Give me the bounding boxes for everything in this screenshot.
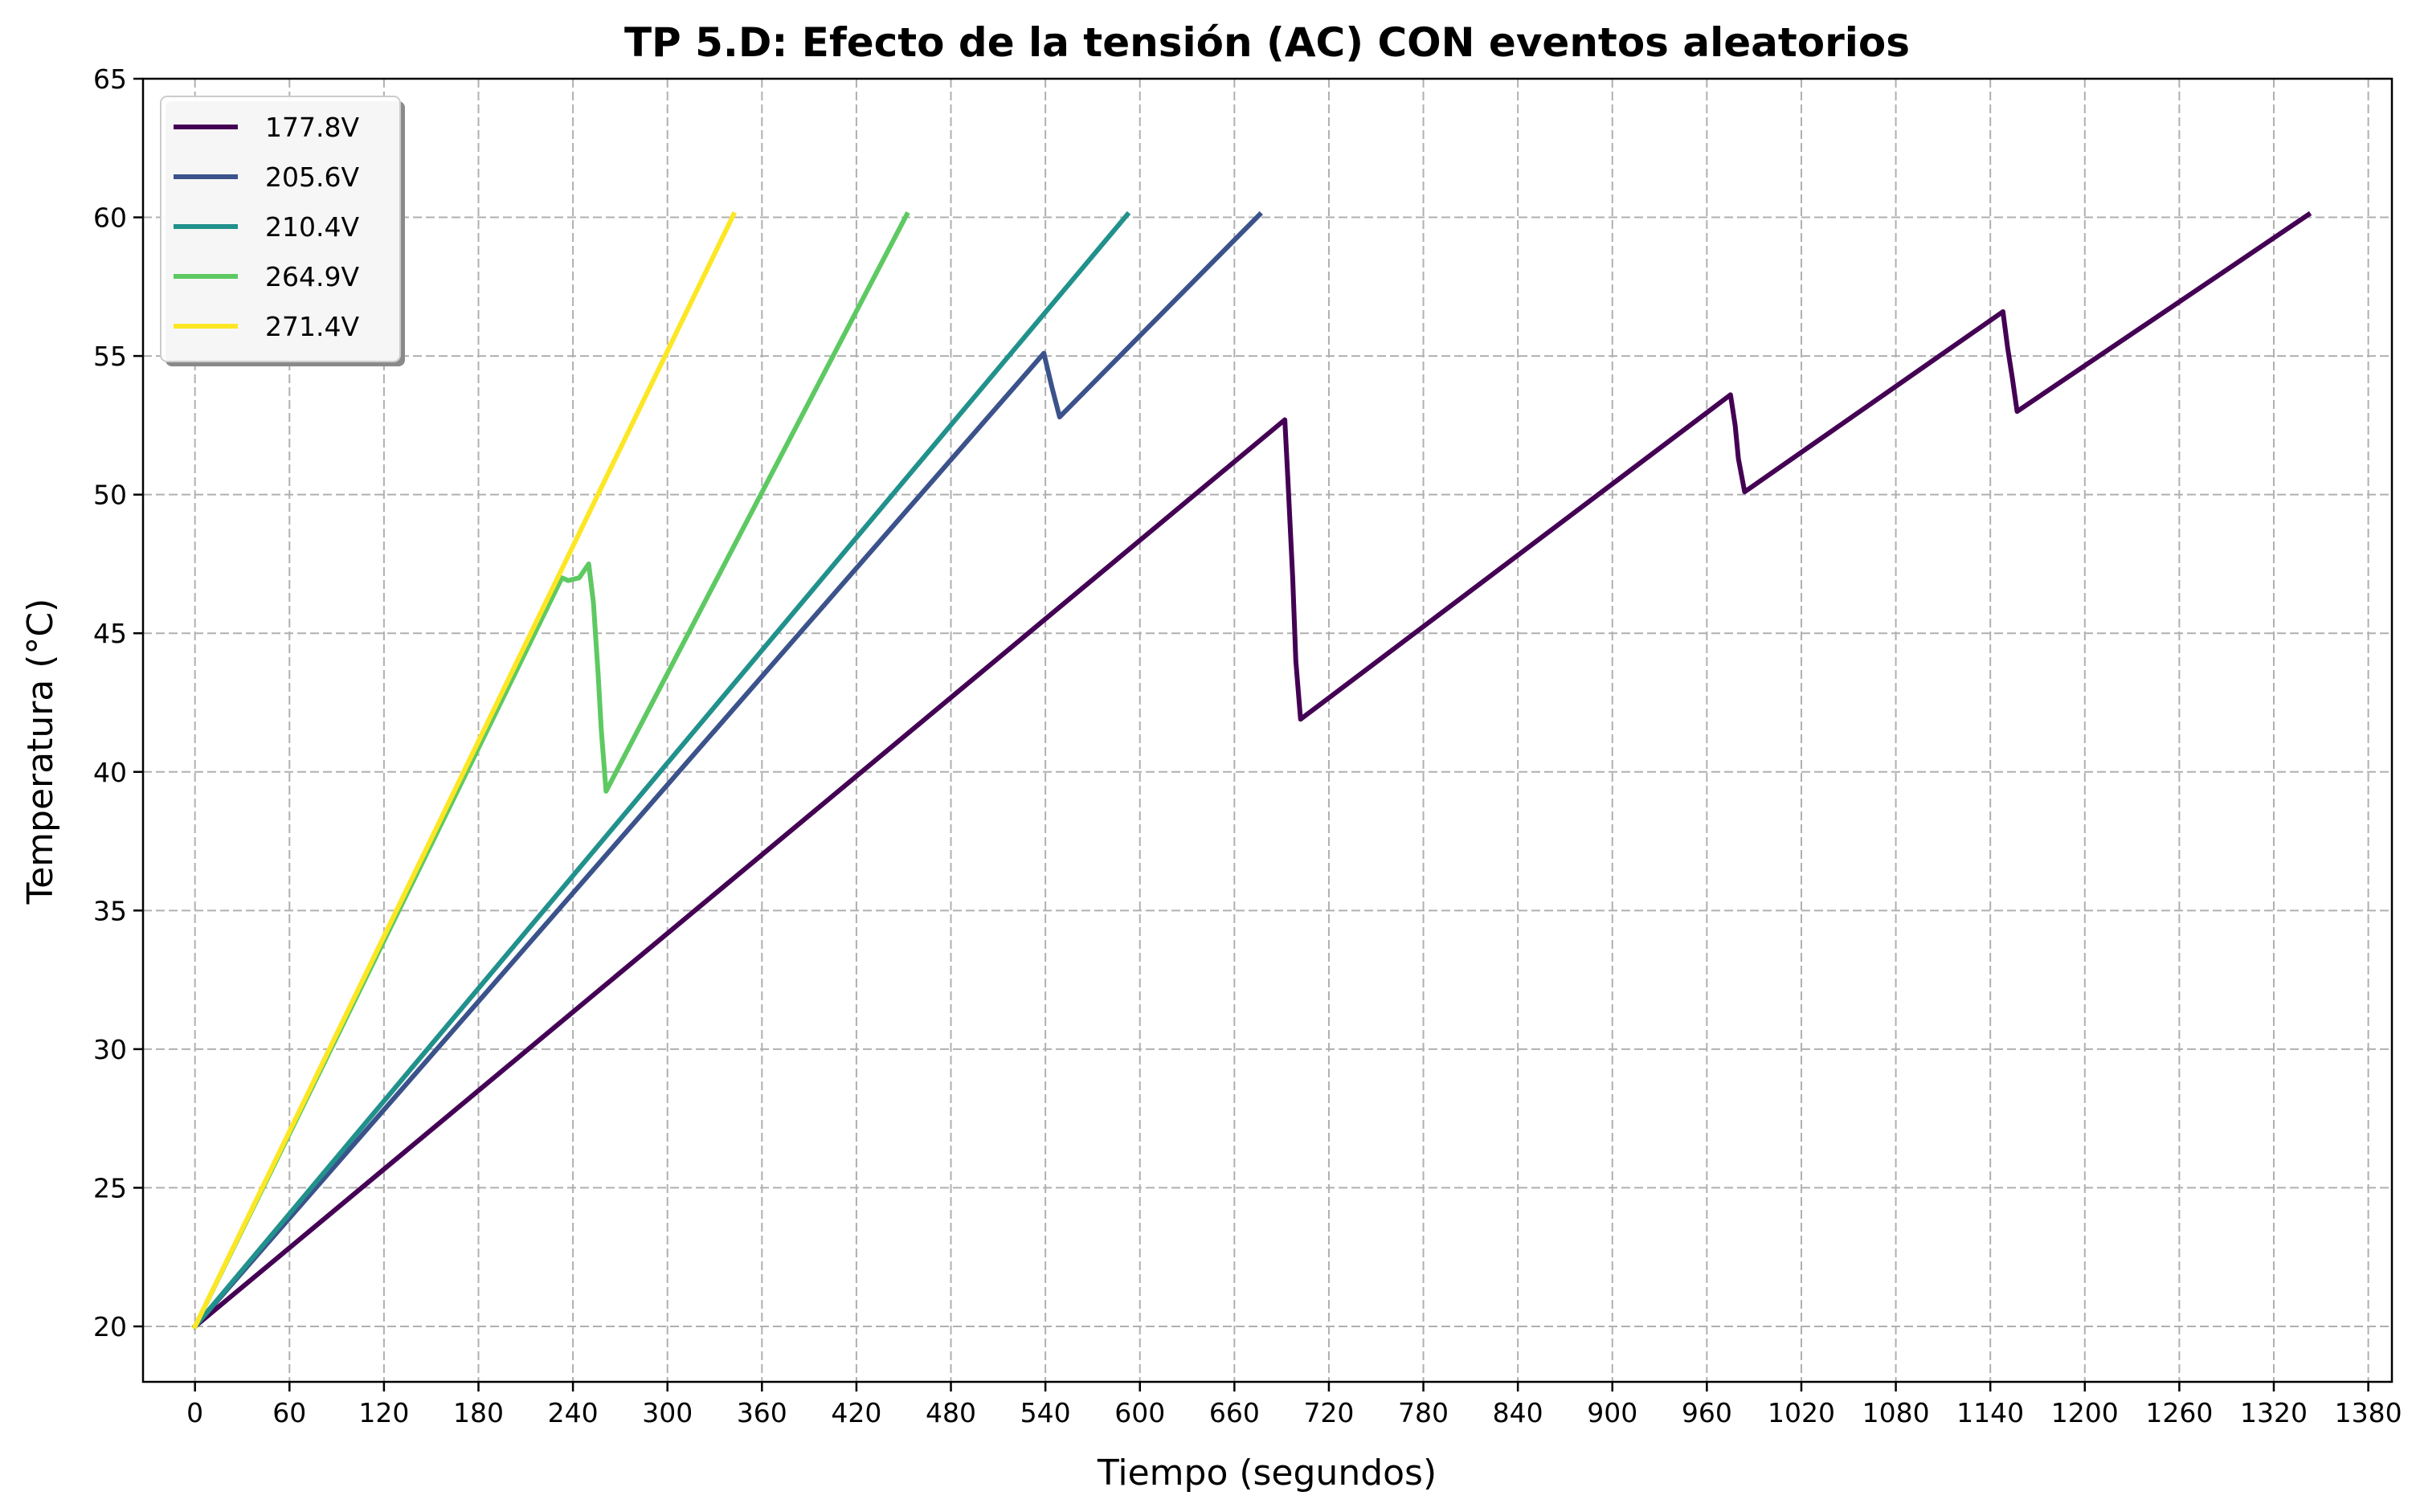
- legend-label: 205.6V: [265, 161, 359, 193]
- y-tick-label: 25: [93, 1172, 127, 1203]
- x-tick-label: 900: [1587, 1397, 1637, 1428]
- series-line-205.6V: [191, 210, 1263, 1330]
- series-line-264.9V: [191, 211, 910, 1330]
- y-tick-label: 55: [93, 341, 127, 372]
- x-tick-label: 1200: [2051, 1397, 2119, 1428]
- legend-label: 177.8V: [265, 112, 359, 143]
- legend-label: 264.9V: [265, 261, 359, 292]
- y-tick-label: 20: [93, 1311, 127, 1342]
- x-tick-label: 720: [1303, 1397, 1354, 1428]
- y-tick-label: 30: [93, 1034, 127, 1065]
- x-tick-label: 1080: [1862, 1397, 1930, 1428]
- y-axis-title: Temperatura (°C): [20, 599, 61, 905]
- x-tick-label: 240: [548, 1397, 599, 1428]
- x-axis-ticks: 0 60 120 180 240 300 360 420 480 540 600 660 720 780 8…: [186, 1382, 2402, 1428]
- y-tick-label: 65: [93, 63, 127, 95]
- x-tick-label: 420: [831, 1397, 881, 1428]
- x-tick-label: 0: [186, 1397, 203, 1428]
- x-tick-label: 540: [1020, 1397, 1071, 1428]
- x-tick-label: 1320: [2240, 1397, 2308, 1428]
- y-tick-label: 45: [93, 618, 127, 649]
- grid: [143, 78, 2392, 1382]
- series-line-210.4V: [191, 210, 1131, 1330]
- x-tick-label: 1020: [1768, 1397, 1835, 1428]
- x-tick-label: 120: [358, 1397, 409, 1428]
- x-tick-label: 840: [1493, 1397, 1543, 1428]
- series-line-177.8V: [191, 210, 2312, 1330]
- legend-label: 271.4V: [265, 311, 359, 342]
- legend: 177.8V 205.6V 210.4V 264.9V 271.4V: [160, 96, 405, 366]
- x-tick-label: 1140: [1956, 1397, 2024, 1428]
- y-tick-label: 60: [93, 202, 127, 234]
- x-tick-label: 180: [453, 1397, 504, 1428]
- x-tick-label: 60: [272, 1397, 306, 1428]
- y-tick-label: 35: [93, 895, 127, 926]
- y-tick-label: 50: [93, 480, 127, 511]
- legend-label: 210.4V: [265, 211, 359, 243]
- series-line-271.4V: [191, 211, 738, 1330]
- y-tick-label: 40: [93, 757, 127, 788]
- x-tick-label: 660: [1209, 1397, 1260, 1428]
- x-tick-label: 480: [926, 1397, 976, 1428]
- x-tick-label: 1260: [2145, 1397, 2213, 1428]
- series-lines: [191, 210, 2312, 1330]
- y-axis-ticks: 20 25 30 35 40 45 50 55 60 65: [93, 63, 143, 1342]
- x-tick-label: 600: [1114, 1397, 1165, 1428]
- x-tick-label: 360: [737, 1397, 787, 1428]
- x-tick-label: 780: [1398, 1397, 1449, 1428]
- x-tick-label: 1380: [2335, 1397, 2402, 1428]
- plot-area-frame: [141, 77, 2394, 1383]
- x-tick-label: 960: [1682, 1397, 1732, 1428]
- chart-title: TP 5.D: Efecto de la tensión (AC) CON ev…: [624, 19, 1910, 66]
- legend-box: [160, 96, 401, 362]
- x-axis-title: Tiempo (segundos): [1097, 1453, 1437, 1494]
- x-tick-label: 300: [642, 1397, 693, 1428]
